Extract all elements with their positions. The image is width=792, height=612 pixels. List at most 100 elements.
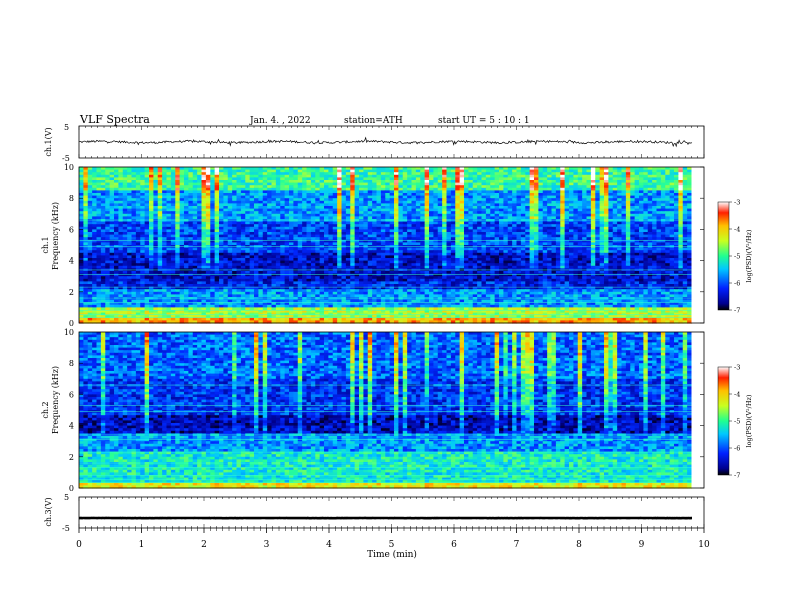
spectrogram-cell: [153, 193, 159, 197]
spectrogram-cell: [450, 206, 456, 210]
spectrogram-cell: [210, 252, 216, 256]
spectrogram-cell: [258, 203, 264, 207]
spectrogram-cell: [131, 224, 137, 228]
spectrogram-cell: [534, 180, 539, 184]
spectrogram-cell: [105, 182, 111, 186]
spectrogram-cell: [223, 211, 229, 215]
spectrogram-cell: [223, 247, 229, 251]
spectrogram-cell: [604, 232, 609, 236]
spectrogram-cell: [529, 203, 535, 207]
spectrogram-cell: [639, 174, 644, 178]
spectrogram-cell: [547, 232, 553, 236]
spectrogram-cell: [175, 195, 181, 199]
spectrogram-cell: [555, 232, 561, 236]
spectrogram-cell: [157, 174, 163, 178]
spectrogram-cell: [464, 185, 469, 189]
spectrogram-cell: [79, 172, 84, 176]
spectrogram-cell: [647, 193, 653, 197]
spectrogram-cell: [442, 237, 448, 241]
spectrogram-cell: [411, 242, 417, 246]
spectrogram-cell: [114, 250, 119, 254]
spectrogram-cell: [669, 195, 675, 199]
spectrogram-cell: [450, 172, 456, 176]
spectrogram-cell: [547, 239, 553, 243]
spectrogram-cell: [184, 182, 189, 186]
spectrogram-cell: [437, 219, 443, 223]
spectrogram-cell: [599, 206, 605, 210]
spectrogram-cell: [175, 247, 181, 251]
spectrogram-cell: [280, 213, 286, 217]
spectrogram-cell: [249, 185, 255, 189]
spectrogram-cell: [398, 185, 404, 189]
spectrogram-cell: [367, 203, 373, 207]
spectrogram-cell: [477, 206, 483, 210]
spectrogram-cell: [499, 237, 504, 241]
spectrogram-cell: [205, 232, 211, 236]
spectrogram-cell: [372, 182, 378, 186]
spectrogram-cell: [118, 229, 124, 233]
spectrogram-cell: [608, 229, 614, 233]
spectrogram-cell: [586, 211, 592, 215]
spectrogram-cell: [192, 242, 198, 246]
spectrogram-cell: [560, 224, 566, 228]
spectrogram-cell: [205, 200, 211, 204]
spectrogram-cell: [420, 167, 426, 171]
spectrogram-cell: [507, 190, 513, 194]
spectrogram-cell: [275, 216, 281, 220]
spectrogram-cell: [630, 229, 636, 233]
spectrogram-cell: [122, 229, 128, 233]
spectrogram-cell: [350, 234, 356, 238]
spectrogram-cell: [499, 213, 504, 217]
spectrogram-cell: [520, 221, 526, 225]
spectrogram-cell: [297, 206, 303, 210]
spectrogram-cell: [297, 211, 303, 215]
spectrogram-cell: [481, 174, 487, 178]
spectrogram-cell: [170, 252, 176, 256]
spectrogram-cell: [131, 200, 137, 204]
spectrogram-cell: [328, 239, 334, 243]
spectrogram-cell: [525, 177, 531, 181]
spectrogram-cell: [262, 169, 268, 173]
spectrogram-cell: [590, 177, 596, 181]
spectrogram-cell: [547, 203, 553, 207]
spectrogram-cell: [612, 234, 618, 238]
spectrogram-cell: [135, 232, 141, 236]
spectrogram-cell: [227, 216, 233, 220]
spectrogram-cell: [210, 185, 216, 189]
spectrogram-cell: [162, 200, 168, 204]
spectrogram-cell: [411, 219, 417, 223]
spectrogram-cell: [542, 177, 548, 181]
spectrogram-cell: [665, 200, 671, 204]
spectrogram-cell: [639, 247, 644, 251]
spectrogram-cell: [481, 211, 487, 215]
spectrogram-cell: [442, 185, 448, 189]
spectrogram-cell: [96, 187, 102, 191]
spectrogram-cell: [411, 185, 417, 189]
spectrogram-cell: [96, 177, 102, 181]
spectrogram-cell: [687, 229, 693, 233]
spectrogram-cell: [429, 237, 434, 241]
spectrogram-cell: [394, 224, 399, 228]
spectrogram-cell: [236, 203, 242, 207]
spectrogram-cell: [157, 185, 163, 189]
spectrogram-cell: [149, 187, 154, 191]
spectrogram-cell: [402, 187, 408, 191]
spectrogram-cell: [197, 252, 203, 256]
spectrogram-cell: [205, 237, 211, 241]
spectrogram-cell: [472, 167, 478, 171]
spectrogram-cell: [647, 190, 653, 194]
spectrogram-cell: [114, 200, 119, 204]
spectrogram-cell: [490, 221, 496, 225]
spectrogram-cell: [424, 239, 430, 243]
spectrogram-cell: [188, 177, 194, 181]
spectrogram-cell: [446, 167, 452, 171]
spectrogram-cell: [687, 252, 693, 256]
spectrogram-cell: [271, 206, 277, 210]
spectrogram-cell: [555, 185, 561, 189]
spectrogram-cell: [385, 187, 391, 191]
spectrogram-cell: [293, 182, 299, 186]
spectrogram-cell: [179, 169, 185, 173]
spectrogram-cell: [534, 195, 539, 199]
spectrogram-cell: [315, 239, 321, 243]
spectrogram-cell: [157, 213, 163, 217]
